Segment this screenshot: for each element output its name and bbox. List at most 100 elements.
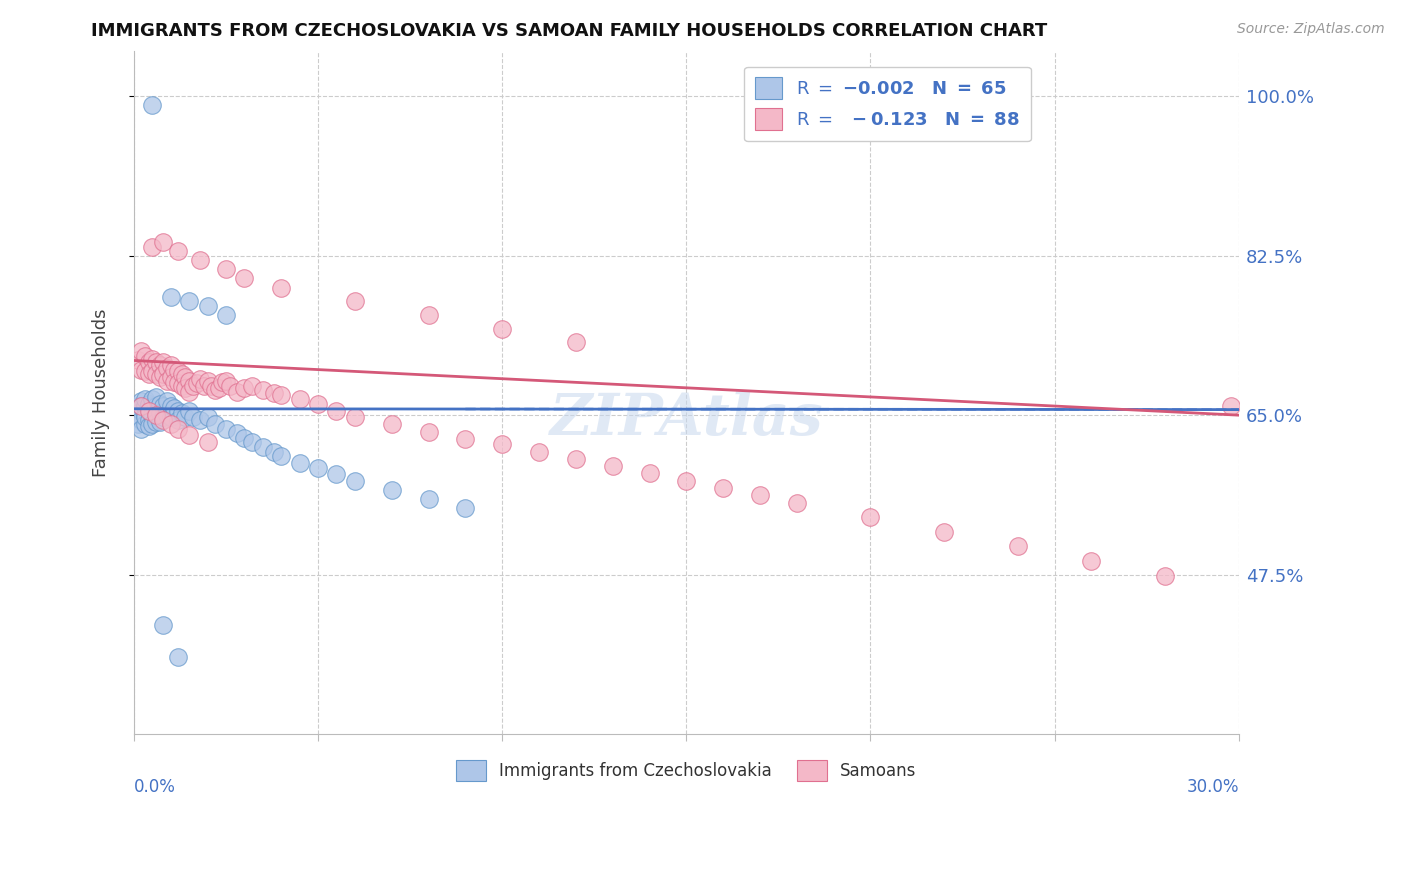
Point xyxy=(307,397,329,411)
Point xyxy=(170,406,193,420)
Point xyxy=(127,408,149,422)
Point xyxy=(215,308,238,322)
Point xyxy=(138,403,160,417)
Point xyxy=(179,403,201,417)
Point xyxy=(141,408,163,422)
Point xyxy=(149,397,172,411)
Point xyxy=(491,321,513,335)
Point xyxy=(197,409,219,424)
Point xyxy=(565,335,588,350)
Point xyxy=(197,435,219,450)
Point xyxy=(859,510,882,524)
Point xyxy=(145,390,167,404)
Point xyxy=(226,426,249,441)
Point xyxy=(179,428,201,442)
Point xyxy=(167,403,190,417)
Point xyxy=(218,379,240,393)
Point xyxy=(240,435,263,450)
Point xyxy=(159,290,181,304)
Point xyxy=(602,459,624,474)
Text: ZIPAtlas: ZIPAtlas xyxy=(550,392,823,448)
Point xyxy=(138,397,160,411)
Point xyxy=(188,372,211,386)
Point xyxy=(325,467,347,482)
Point xyxy=(188,253,211,268)
Point xyxy=(565,451,588,466)
Point xyxy=(145,408,167,422)
Point xyxy=(215,374,238,388)
Point xyxy=(131,413,153,427)
Point xyxy=(131,403,153,417)
Point xyxy=(163,362,186,376)
Point xyxy=(141,392,163,406)
Text: 30.0%: 30.0% xyxy=(1187,779,1239,797)
Point xyxy=(152,355,174,369)
Point xyxy=(179,374,201,388)
Point xyxy=(134,417,156,432)
Point xyxy=(167,376,190,391)
Point xyxy=(134,392,156,406)
Point xyxy=(252,440,274,454)
Point xyxy=(152,399,174,413)
Point xyxy=(167,244,190,259)
Point xyxy=(186,376,208,391)
Point xyxy=(127,353,149,368)
Point xyxy=(1220,399,1243,413)
Point xyxy=(233,381,256,395)
Point xyxy=(179,294,201,309)
Point xyxy=(159,358,181,372)
Point xyxy=(240,379,263,393)
Legend: Immigrants from Czechoslovakia, Samoans: Immigrants from Czechoslovakia, Samoans xyxy=(450,754,924,788)
Point xyxy=(131,399,153,413)
Point xyxy=(149,416,172,430)
Text: IMMIGRANTS FROM CZECHOSLOVAKIA VS SAMOAN FAMILY HOUSEHOLDS CORRELATION CHART: IMMIGRANTS FROM CZECHOSLOVAKIA VS SAMOAN… xyxy=(91,22,1047,40)
Point xyxy=(134,364,156,378)
Point xyxy=(145,355,167,369)
Point xyxy=(141,351,163,366)
Point xyxy=(181,379,204,393)
Point xyxy=(159,417,181,432)
Point xyxy=(167,364,190,378)
Point xyxy=(152,235,174,249)
Point xyxy=(233,431,256,445)
Point xyxy=(932,524,955,539)
Point xyxy=(343,294,366,309)
Point xyxy=(418,425,440,439)
Text: 0.0%: 0.0% xyxy=(134,779,176,797)
Point xyxy=(174,409,197,424)
Point xyxy=(454,432,477,446)
Point xyxy=(252,383,274,397)
Point xyxy=(638,467,661,481)
Point xyxy=(138,355,160,369)
Point xyxy=(233,271,256,285)
Point xyxy=(127,417,149,432)
Point xyxy=(131,399,153,413)
Point xyxy=(141,98,163,112)
Point xyxy=(156,374,179,388)
Point xyxy=(1007,540,1029,554)
Point xyxy=(288,456,311,470)
Point xyxy=(527,444,550,458)
Point xyxy=(343,474,366,488)
Point xyxy=(141,399,163,413)
Point xyxy=(174,381,197,395)
Point xyxy=(141,239,163,253)
Point xyxy=(163,376,186,390)
Point xyxy=(786,495,808,509)
Point xyxy=(134,409,156,424)
Point xyxy=(152,617,174,632)
Point xyxy=(134,399,156,413)
Point xyxy=(149,370,172,384)
Point xyxy=(204,383,226,397)
Point xyxy=(215,262,238,277)
Point xyxy=(156,360,179,375)
Point xyxy=(193,379,215,393)
Text: Source: ZipAtlas.com: Source: ZipAtlas.com xyxy=(1237,22,1385,37)
Point xyxy=(200,379,222,393)
Point xyxy=(381,483,404,497)
Point xyxy=(134,349,156,363)
Point xyxy=(170,367,193,381)
Point xyxy=(167,413,190,427)
Point xyxy=(197,374,219,388)
Point xyxy=(343,409,366,424)
